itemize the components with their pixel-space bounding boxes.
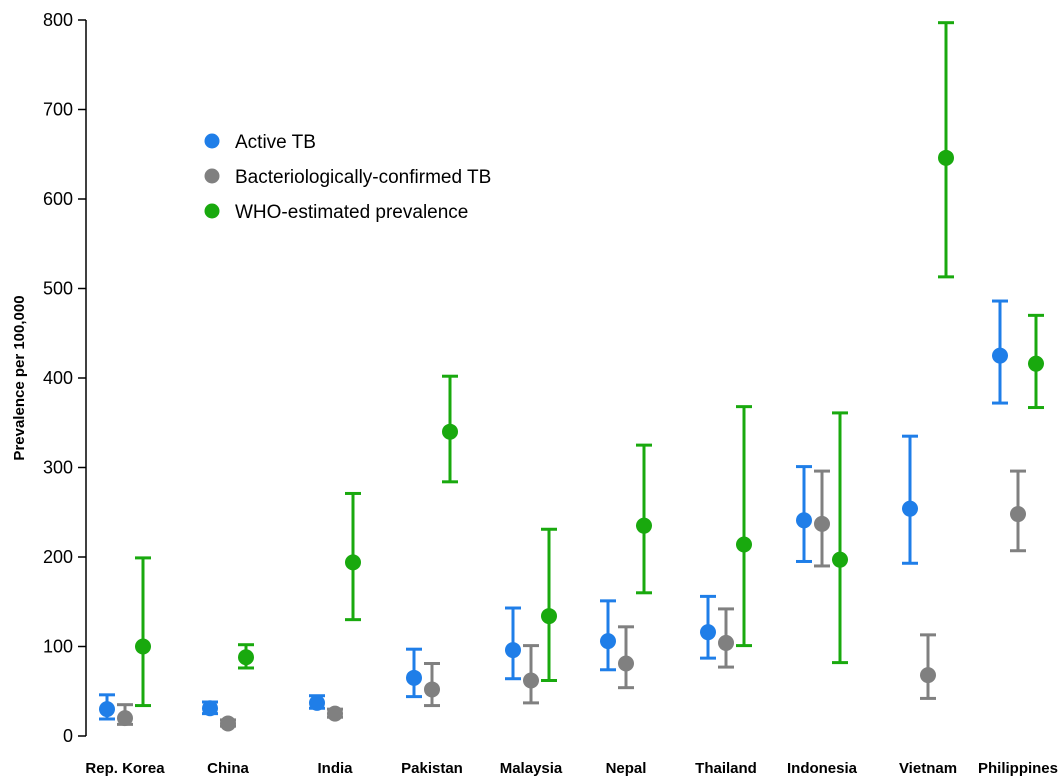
data-marks	[99, 21, 1044, 732]
data-point	[345, 554, 361, 571]
data-point	[505, 642, 521, 659]
data-point	[902, 500, 918, 517]
data-point	[1010, 506, 1026, 523]
y-axis-label: Prevalence per 100,000	[11, 295, 28, 460]
x-category-label: Malaysia	[500, 760, 563, 777]
data-point	[736, 536, 752, 553]
data-point	[992, 347, 1008, 364]
data-point	[523, 672, 539, 689]
x-category-label: Thailand	[695, 760, 757, 777]
x-category-label: Rep. Korea	[85, 760, 165, 777]
legend-marker	[204, 133, 220, 149]
x-axis: Rep. Korea China India Pakistan Malaysia Nepa…	[85, 760, 1058, 777]
x-category-label: Philippines	[978, 760, 1058, 777]
x-category-label: China	[207, 760, 249, 777]
data-point	[406, 669, 422, 686]
legend: Active TB Bacteriologically-confirmed TB W…	[204, 132, 491, 223]
legend-label: Active TB	[235, 132, 316, 153]
data-point	[600, 633, 616, 650]
legend-label: Bacteriologically-confirmed TB	[235, 167, 491, 188]
x-category-label: India	[317, 760, 353, 777]
data-point	[1028, 355, 1044, 372]
data-point	[220, 715, 236, 732]
legend-marker	[204, 168, 220, 184]
x-category-label: Pakistan	[401, 760, 463, 777]
data-point	[832, 551, 848, 568]
data-point	[938, 149, 954, 166]
data-point	[327, 705, 343, 722]
y-tick-label: 200	[43, 547, 73, 567]
data-point	[99, 701, 115, 718]
series-1	[117, 469, 1026, 732]
data-point	[700, 624, 716, 641]
x-category-label: Nepal	[606, 760, 647, 777]
x-category-label: Vietnam	[899, 760, 957, 777]
y-tick-label: 0	[63, 726, 73, 746]
y-tick-label: 700	[43, 100, 73, 120]
data-point	[202, 700, 218, 717]
y-tick-label: 800	[43, 10, 73, 30]
data-point	[920, 667, 936, 684]
data-point	[618, 655, 634, 672]
series-0	[99, 299, 1008, 721]
data-point	[442, 423, 458, 440]
y-tick-label: 600	[43, 189, 73, 209]
data-point	[814, 515, 830, 532]
data-point	[424, 681, 440, 698]
data-point	[718, 634, 734, 651]
data-point	[135, 638, 151, 655]
y-tick-label: 500	[43, 279, 73, 299]
series-2	[135, 21, 1044, 708]
legend-label: WHO-estimated prevalence	[235, 202, 468, 223]
y-axis: 0 100 200 300 400 500 600 700 800	[43, 10, 87, 746]
data-point	[541, 608, 557, 625]
x-category-label: Indonesia	[787, 760, 858, 777]
data-point	[117, 710, 133, 727]
data-point	[796, 512, 812, 529]
data-point	[636, 517, 652, 534]
data-point	[238, 649, 254, 666]
y-tick-label: 300	[43, 458, 73, 478]
data-point	[309, 694, 325, 711]
legend-marker	[204, 203, 220, 219]
y-tick-label: 400	[43, 368, 73, 388]
y-tick-label: 100	[43, 637, 73, 657]
